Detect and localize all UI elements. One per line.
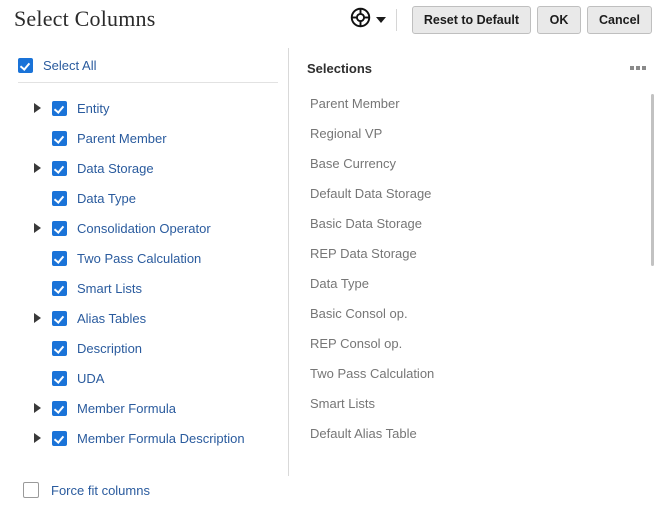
selections-header: Selections	[307, 59, 648, 77]
tree-row[interactable]: Parent Member	[0, 123, 288, 153]
select-all-row[interactable]: Select All	[18, 58, 96, 73]
expand-triangle-icon[interactable]	[34, 433, 41, 443]
tree-row[interactable]: Member Formula	[0, 393, 288, 423]
tree-row[interactable]: Consolidation Operator	[0, 213, 288, 243]
tree-item-checkbox[interactable]	[52, 400, 67, 416]
tree-item-label: Description	[77, 340, 143, 356]
selection-list-item[interactable]: Basic Data Storage	[310, 215, 423, 231]
selections-scrollbar-thumb[interactable]	[651, 94, 654, 266]
tree-item-label: Data Type	[77, 190, 137, 206]
dialog-header: Select Columns Reset to Default	[0, 0, 660, 40]
tree-item-checkbox[interactable]	[52, 100, 67, 116]
selections-list: Parent Member Regional VP Base Currency Def…	[289, 88, 660, 488]
select-all-label: Select All	[43, 58, 97, 73]
tree-item-checkbox[interactable]	[52, 340, 67, 356]
tree-item-label: Data Storage	[77, 160, 154, 176]
selection-list-item[interactable]: Two Pass Calculation	[310, 365, 435, 381]
tree-item-checkbox[interactable]	[52, 280, 67, 296]
page-title: Select Columns	[14, 6, 156, 31]
available-columns-panel: Select All Entity Parent Member Data Stora…	[0, 40, 288, 506]
tree-row[interactable]: Entity	[0, 93, 288, 123]
twisty-slot	[34, 303, 52, 333]
help-menu[interactable]	[350, 7, 386, 33]
twisty-slot	[34, 213, 52, 243]
expand-triangle-icon[interactable]	[34, 223, 41, 233]
tree-item-label: Parent Member	[77, 130, 167, 146]
ellipsis-icon[interactable]	[628, 62, 648, 74]
twisty-slot	[34, 273, 52, 303]
selection-list-item[interactable]: Parent Member	[310, 95, 400, 111]
tree-item-label: Entity	[77, 100, 110, 116]
expand-triangle-icon[interactable]	[34, 163, 41, 173]
tree-item-checkbox[interactable]	[52, 310, 67, 326]
reset-to-default-button[interactable]: Reset to Default	[411, 6, 531, 34]
tree-item-checkbox[interactable]	[52, 130, 67, 146]
dialog-body: Select All Entity Parent Member Data Stora…	[0, 40, 660, 506]
tree-item-checkbox[interactable]	[52, 160, 67, 176]
force-fit-columns-label: Force fit columns	[51, 482, 150, 498]
tree-row[interactable]: Data Type	[0, 183, 288, 213]
tree-row[interactable]: UDA	[0, 363, 288, 393]
ok-button[interactable]: OK	[537, 6, 581, 34]
twisty-slot	[34, 123, 52, 153]
expand-triangle-icon[interactable]	[34, 103, 41, 113]
selections-title: Selections	[307, 60, 373, 76]
twisty-slot	[34, 153, 52, 183]
lifesaver-icon[interactable]	[350, 7, 371, 33]
chevron-down-icon[interactable]	[375, 17, 386, 23]
twisty-slot	[34, 93, 52, 123]
expand-triangle-icon[interactable]	[34, 313, 41, 323]
tree-row[interactable]: Description	[0, 333, 288, 363]
column-tree: Entity Parent Member Data Storage Data Type…	[0, 93, 288, 453]
twisty-slot	[34, 393, 52, 423]
tree-item-checkbox[interactable]	[52, 370, 67, 386]
header-actions: Reset to Default OK Cancel	[350, 4, 652, 36]
selection-list-item[interactable]: Regional VP	[310, 125, 383, 141]
tree-item-checkbox[interactable]	[52, 430, 67, 446]
tree-row[interactable]: Alias Tables	[0, 303, 288, 333]
selection-list-item[interactable]: Smart Lists	[310, 395, 376, 411]
tree-row[interactable]: Smart Lists	[0, 273, 288, 303]
tree-item-checkbox[interactable]	[52, 250, 67, 266]
force-fit-columns-checkbox[interactable]	[23, 482, 39, 498]
header-separator	[395, 9, 397, 31]
tree-item-label: Two Pass Calculation	[77, 250, 202, 266]
tree-item-label: UDA	[77, 370, 105, 386]
selections-panel: Selections Parent Member Regional VP Base …	[289, 40, 660, 506]
selection-list-item[interactable]: Basic Consol op.	[310, 305, 408, 321]
selection-list-item[interactable]: Base Currency	[310, 155, 396, 171]
cancel-button[interactable]: Cancel	[587, 6, 652, 34]
selection-list-item[interactable]: Default Data Storage	[310, 185, 432, 201]
tree-row[interactable]: Data Storage	[0, 153, 288, 183]
tree-item-label: Smart Lists	[77, 280, 143, 296]
twisty-slot	[34, 333, 52, 363]
tree-row[interactable]: Two Pass Calculation	[0, 243, 288, 273]
tree-item-label: Alias Tables	[77, 310, 147, 326]
twisty-slot	[34, 363, 52, 393]
tree-item-checkbox[interactable]	[52, 220, 67, 236]
select-all-checkbox[interactable]	[18, 58, 33, 73]
selection-list-item[interactable]: Data Type	[310, 275, 370, 291]
tree-item-label: Member Formula Description	[77, 430, 245, 446]
tree-item-label: Consolidation Operator	[77, 220, 211, 236]
selection-list-item[interactable]: REP Data Storage	[310, 245, 417, 261]
expand-triangle-icon[interactable]	[34, 403, 41, 413]
tree-row[interactable]: Member Formula Description	[0, 423, 288, 453]
twisty-slot	[34, 183, 52, 213]
tree-item-label: Member Formula	[77, 400, 176, 416]
twisty-slot	[34, 423, 52, 453]
selection-list-item[interactable]: REP Consol op.	[310, 335, 403, 351]
selection-list-item[interactable]: Default Alias Table	[310, 425, 417, 441]
tree-item-checkbox[interactable]	[52, 190, 67, 206]
panel-divider	[288, 48, 289, 476]
twisty-slot	[34, 243, 52, 273]
select-all-divider	[18, 82, 278, 83]
force-fit-columns-row[interactable]: Force fit columns	[23, 482, 150, 498]
